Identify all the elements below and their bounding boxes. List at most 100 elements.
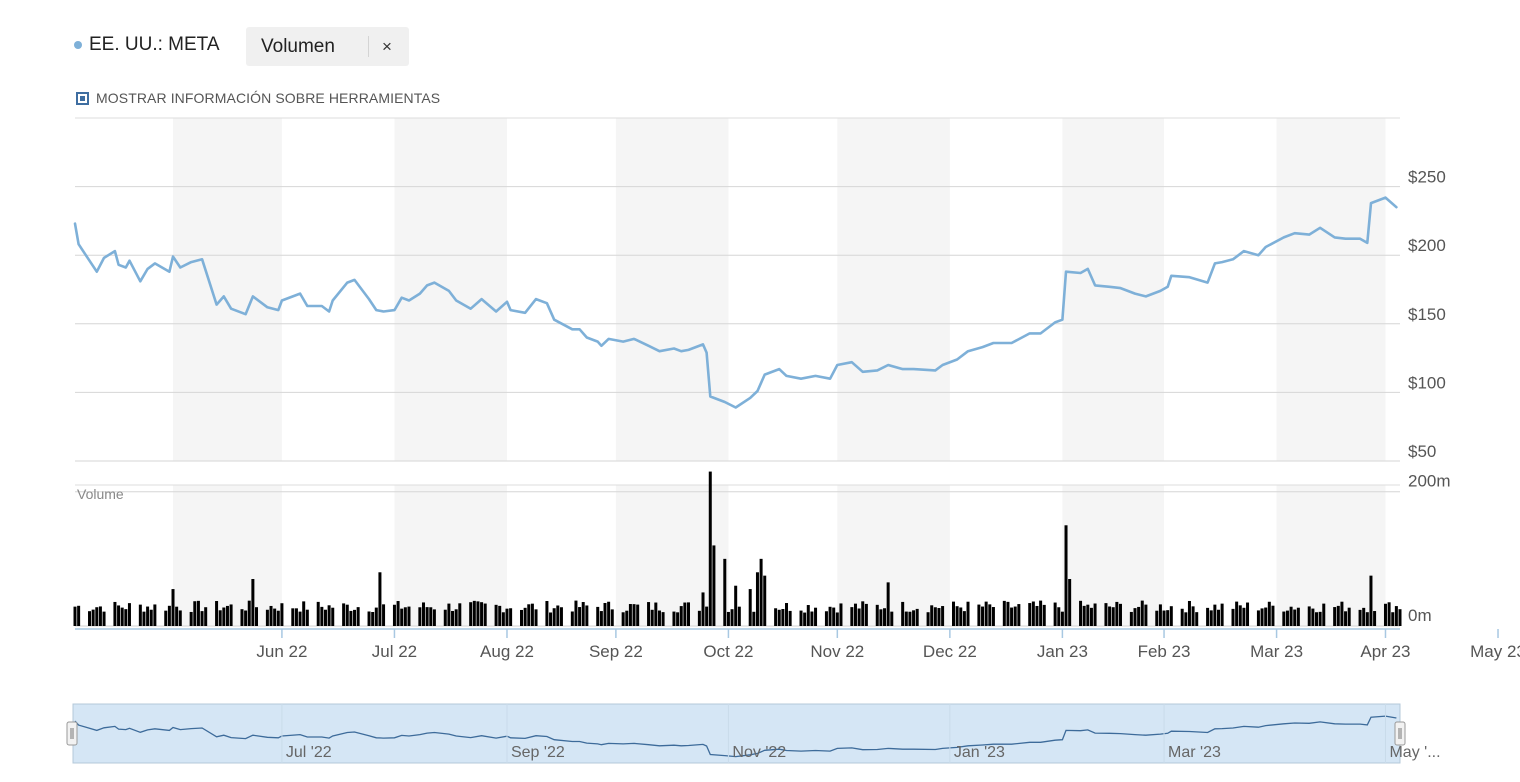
navigator-handle[interactable] (1394, 721, 1406, 746)
volume-bar (1155, 610, 1159, 626)
volume-bar (585, 605, 589, 626)
volume-bar (102, 611, 106, 626)
volume-bar (1108, 606, 1112, 626)
tooltip-checkbox[interactable] (76, 91, 89, 105)
volume-bar (676, 612, 680, 626)
volume-bar (269, 605, 273, 626)
volume-bar (549, 612, 553, 626)
volume-bar (1340, 601, 1344, 626)
month-band (173, 485, 282, 626)
volume-bar (962, 611, 966, 626)
volume-bar (1144, 604, 1148, 626)
volume-bar (1391, 612, 1395, 626)
volume-bar (534, 609, 538, 626)
volume-bar (879, 609, 883, 626)
volume-bar (1013, 606, 1017, 626)
volume-bar (472, 600, 476, 626)
volume-bar (320, 606, 324, 626)
volume-bar (737, 606, 741, 626)
series-legend-item[interactable]: EE. UU.: META (74, 34, 220, 56)
volume-bar (327, 605, 331, 626)
month-band (1276, 485, 1386, 626)
volume-bar (527, 604, 531, 626)
volume-bar (480, 602, 484, 626)
volume-bar (302, 601, 306, 626)
pill-divider (368, 36, 369, 57)
x-tick-label: Aug 22 (480, 642, 534, 661)
volume-bar (494, 604, 498, 626)
month-band (1062, 485, 1165, 626)
checkbox-checked-mark (80, 95, 85, 101)
x-tick-label: Jun 22 (256, 642, 307, 661)
volume-bar (349, 610, 353, 626)
price-tick-label: $250 (1408, 168, 1446, 187)
volume-bar (164, 610, 168, 626)
volume-bar (915, 608, 919, 626)
volume-bar (672, 611, 676, 626)
price-series-line (73, 196, 1398, 409)
volume-bar (959, 607, 963, 626)
volume-bar (1010, 607, 1014, 626)
volume-bar (832, 607, 836, 626)
navigator-handle[interactable] (66, 721, 78, 746)
volume-bar (853, 603, 857, 626)
volume-bar (342, 603, 346, 626)
volume-bar (501, 612, 505, 626)
volume-bar (1307, 606, 1311, 626)
x-tick-label: Apr 23 (1360, 642, 1410, 661)
volume-bar (1231, 608, 1235, 626)
month-bands (173, 118, 1386, 626)
volume-bar (117, 605, 121, 626)
volume-bar (1246, 602, 1250, 626)
navigator-label: Jul '22 (286, 744, 332, 761)
volume-bar (803, 612, 807, 626)
x-tick-label: Sep 22 (589, 642, 643, 661)
volume-bar (777, 609, 781, 626)
volume-bar (323, 609, 327, 626)
volume-bar (596, 606, 600, 626)
volume-bar (977, 604, 981, 626)
month-band (615, 118, 729, 461)
volume-bar (146, 606, 150, 626)
volume-bar (723, 558, 727, 626)
volume-bar (559, 607, 563, 626)
volume-bar (1133, 608, 1137, 626)
navigator-label: May '... (1389, 744, 1440, 761)
volume-bar (356, 607, 360, 626)
volume-bar (1118, 603, 1122, 626)
volume-bar (1289, 606, 1293, 626)
volume-bar (763, 575, 767, 626)
month-band (394, 118, 507, 461)
volume-bar (1017, 604, 1021, 626)
volume-bar (113, 601, 117, 626)
volume-bar (1365, 612, 1369, 626)
price-tick-label: $50 (1408, 442, 1436, 461)
volume-bar (483, 603, 487, 626)
volume-bar (1169, 606, 1173, 626)
volume-bar (1042, 604, 1046, 626)
volume-bar (1137, 606, 1141, 626)
volume-bar (138, 604, 142, 626)
volume-bar (810, 611, 814, 626)
tooltip-toggle[interactable]: MOSTRAR INFORMACIÓN SOBRE HERRAMIENTAS (76, 90, 440, 106)
volume-bar (1082, 605, 1086, 626)
volume-bar (175, 606, 179, 626)
volume-bar (610, 609, 614, 626)
close-icon[interactable]: × (382, 37, 392, 56)
volume-bar (200, 611, 204, 626)
volume-bar (628, 604, 632, 626)
x-tick-label: Dec 22 (923, 642, 977, 661)
volume-bar (850, 607, 854, 626)
volume-bar (574, 600, 578, 626)
volume-bar (570, 611, 574, 626)
volume-bar (647, 602, 651, 626)
volume-pill-label: Volumen (261, 35, 335, 57)
volume-bar (955, 606, 959, 626)
volume-indicator-pill[interactable]: Volumen × (246, 27, 409, 66)
volume-bar (708, 471, 712, 626)
volume-bar (530, 603, 534, 626)
month-band (173, 118, 282, 461)
volume-bar (552, 608, 556, 626)
volume-bar (371, 611, 375, 626)
